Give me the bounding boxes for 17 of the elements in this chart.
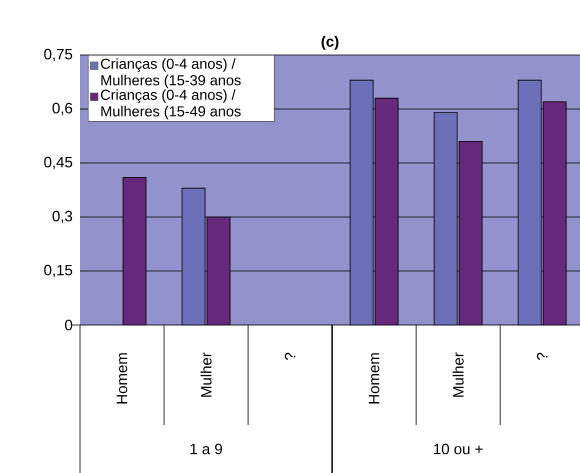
- legend-label: Crianças (0-4 anos) / Mulheres (15-49 anos: [100, 89, 241, 120]
- x-tick-label: Mulher: [452, 352, 464, 397]
- x-tick-label: Homem: [116, 353, 128, 404]
- y-tick-label: 0: [65, 320, 72, 330]
- y-tick-label: 0,75: [44, 48, 72, 62]
- chart-title: (c): [322, 36, 338, 50]
- y-tick-label: 0,3: [52, 210, 72, 224]
- y-tick-label: 0,15: [44, 264, 72, 278]
- y-tick-label: 0,45: [44, 156, 72, 170]
- legend-label: Crianças (0-4 anos) / Mulheres (15-39 anos: [100, 58, 241, 88]
- x-tick-label: Homem: [368, 353, 380, 404]
- text: 1 a 9: [190, 444, 222, 454]
- text: 10 ou +: [434, 444, 483, 454]
- x-tick-label: Mulher: [200, 352, 212, 397]
- y-tick-label: 0,6: [52, 102, 72, 116]
- x-tick-label: ?: [536, 352, 548, 360]
- x-tick-label: ?: [284, 352, 296, 360]
